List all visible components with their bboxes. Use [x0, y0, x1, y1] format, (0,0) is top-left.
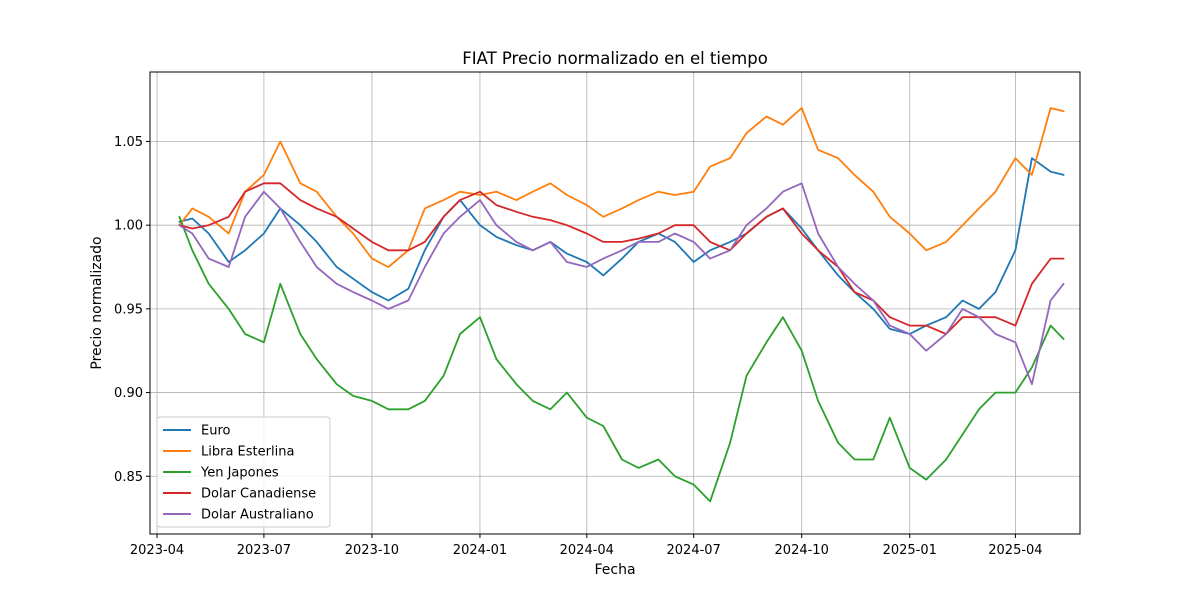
x-tick-label: 2024-07 — [667, 543, 721, 558]
y-tick-label: 1.00 — [114, 219, 143, 234]
x-tick-label: 2023-07 — [237, 543, 291, 558]
y-axis-title: Precio normalizado — [89, 236, 105, 369]
legend-box — [156, 416, 331, 528]
chart-title: FIAT Precio normalizado en el tiempo — [462, 49, 768, 68]
y-tick-label: 0.95 — [114, 302, 143, 317]
axis-ticks: 2023-04 2023-07 2023-10 2024-01 2024-04 2024-… — [114, 135, 1043, 558]
x-tick-label: 2025-04 — [988, 543, 1042, 558]
x-tick-label: 2024-01 — [453, 543, 507, 558]
y-tick-label: 0.85 — [114, 470, 143, 485]
gridlines — [150, 72, 1080, 534]
legend-entries: Euro Libra Esterlina Yen Japones Dolar Cana… — [163, 424, 316, 523]
plot-frame — [149, 71, 1081, 535]
x-tick-label: 2025-01 — [883, 543, 937, 558]
y-tick-label: 1.05 — [114, 135, 143, 150]
series-line-libra-esterlina — [178, 107, 1065, 268]
legend-label-euro: Euro — [201, 424, 231, 439]
legend-label-dolar-australiano: Dolar Australiano — [201, 508, 314, 523]
legend-label-yen-japones: Yen Japones — [200, 466, 279, 481]
y-tick-label: 0.90 — [114, 386, 143, 401]
series-line-euro — [178, 157, 1065, 335]
legend-label-dolar-canadiense: Dolar Canadiense — [201, 487, 316, 502]
series-line-dolar-canadiense — [178, 182, 1065, 335]
series-line-yen-japones — [178, 215, 1065, 503]
x-tick-label: 2024-10 — [775, 543, 829, 558]
legend-label-libra-esterlina: Libra Esterlina — [201, 445, 294, 460]
x-axis-title: Fecha — [594, 562, 635, 578]
x-tick-label: 2023-10 — [345, 543, 399, 558]
series-line-dolar-australiano — [178, 182, 1065, 386]
legend: Euro Libra Esterlina Yen Japones Dolar Cana… — [156, 416, 331, 528]
x-tick-label: 2024-04 — [560, 543, 614, 558]
series-lines — [178, 107, 1065, 503]
x-tick-label: 2023-04 — [130, 543, 184, 558]
